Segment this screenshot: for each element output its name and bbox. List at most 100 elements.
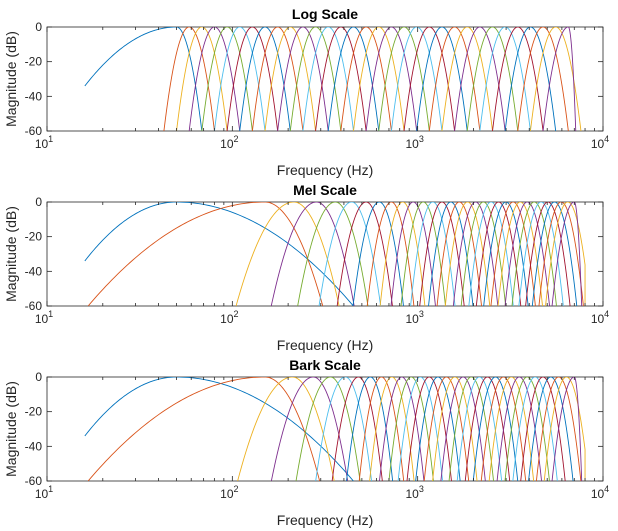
plot-area	[46, 201, 604, 307]
y-axis: -60 -40 -20 0	[25, 20, 603, 138]
series-line	[295, 377, 361, 481]
x-axis: 101 102 103 104	[35, 202, 609, 326]
series-line	[340, 27, 392, 131]
series-line	[444, 202, 491, 306]
series-line	[464, 377, 511, 481]
series-line	[504, 377, 550, 481]
series-line	[390, 202, 436, 306]
series-line	[289, 27, 342, 131]
series-line	[410, 202, 456, 306]
series-line	[456, 377, 503, 481]
series-line	[84, 377, 354, 481]
series-line	[488, 377, 535, 481]
series-line	[551, 377, 583, 481]
series-line	[188, 27, 241, 131]
x-tick-label: 104	[591, 134, 609, 151]
series-line	[237, 377, 335, 481]
series-layer	[84, 377, 586, 481]
series-line	[270, 377, 349, 481]
x-tick-label: 101	[35, 484, 53, 501]
x-axis-label: Frequency (Hz)	[277, 162, 373, 178]
series-line	[528, 377, 574, 481]
y-axis: -60 -40 -20 0	[25, 370, 603, 488]
x-tick-label: 101	[35, 134, 53, 151]
series-line	[84, 202, 354, 306]
series-line	[365, 27, 418, 131]
series-line	[490, 202, 536, 306]
series-line	[551, 202, 583, 306]
series-line	[379, 202, 426, 306]
series-line	[327, 27, 380, 131]
series-line	[336, 202, 393, 306]
x-tick-label: 102	[220, 134, 238, 151]
series-line	[479, 27, 531, 131]
series-line	[529, 27, 582, 131]
x-axis-label: Frequency (Hz)	[277, 512, 373, 528]
y-tick-label: -40	[25, 439, 43, 453]
series-line	[87, 202, 324, 306]
series-line	[235, 202, 340, 306]
x-tick-label: 104	[591, 309, 609, 326]
series-line	[492, 27, 544, 131]
y-axis: -60 -40 -20 0	[25, 195, 603, 313]
series-line	[504, 202, 550, 306]
series-line	[475, 202, 522, 306]
series-line	[517, 27, 569, 131]
series-line	[535, 377, 582, 481]
x-tick-label: 103	[405, 134, 423, 151]
x-tick-label: 103	[405, 309, 423, 326]
series-line	[512, 377, 558, 481]
series-line	[397, 377, 444, 481]
series-line	[545, 202, 586, 306]
y-tick-label: -40	[25, 89, 43, 103]
series-line	[472, 377, 519, 481]
series-line	[428, 202, 474, 306]
x-tick-label: 102	[220, 309, 238, 326]
series-line	[251, 27, 304, 131]
series-line	[542, 27, 577, 131]
series-line	[277, 27, 329, 131]
x-axis-label: Frequency (Hz)	[277, 337, 373, 353]
series-line	[270, 202, 355, 306]
series-line	[440, 377, 486, 481]
subplot-mel-scale: Mel Scale -60 -40 -20 0 101 102 103 104 Freque…	[3, 182, 609, 353]
chart-title: Bark Scale	[289, 357, 361, 373]
y-tick-label: 0	[35, 370, 42, 384]
series-line	[423, 377, 470, 481]
series-line	[518, 202, 564, 306]
series-line	[416, 27, 468, 131]
series-line	[496, 377, 543, 481]
y-axis-label: Magnitude (dB)	[3, 381, 19, 477]
series-line	[480, 377, 527, 481]
y-tick-label: -60	[25, 124, 43, 138]
series-line	[406, 377, 452, 481]
series-line	[511, 202, 557, 306]
series-line	[388, 377, 434, 481]
series-line	[419, 202, 465, 306]
y-tick-label: -60	[25, 299, 43, 313]
x-tick-label: 104	[591, 484, 609, 501]
x-tick-label: 102	[220, 484, 238, 501]
series-line	[378, 27, 430, 131]
series-line	[454, 27, 506, 131]
series-line	[415, 377, 461, 481]
y-tick-label: 0	[35, 195, 42, 209]
x-axis: 101 102 103 104	[35, 377, 609, 501]
series-line	[318, 202, 382, 306]
series-line	[346, 377, 394, 481]
chart-title: Mel Scale	[293, 182, 357, 198]
series-line	[297, 202, 369, 306]
series-line	[504, 27, 557, 131]
series-line	[315, 377, 373, 481]
y-tick-label: -40	[25, 264, 43, 278]
subplot-log-scale: Log Scale -60 -40 -20 0 101 102 103 104 Freque…	[3, 6, 609, 178]
series-line	[466, 27, 519, 131]
series-line	[441, 27, 493, 131]
series-line	[543, 377, 586, 481]
series-line	[352, 202, 404, 306]
series-line	[353, 27, 405, 131]
series-line	[525, 202, 571, 306]
series-line	[483, 202, 529, 306]
y-tick-label: -20	[25, 405, 43, 419]
series-line	[497, 202, 543, 306]
